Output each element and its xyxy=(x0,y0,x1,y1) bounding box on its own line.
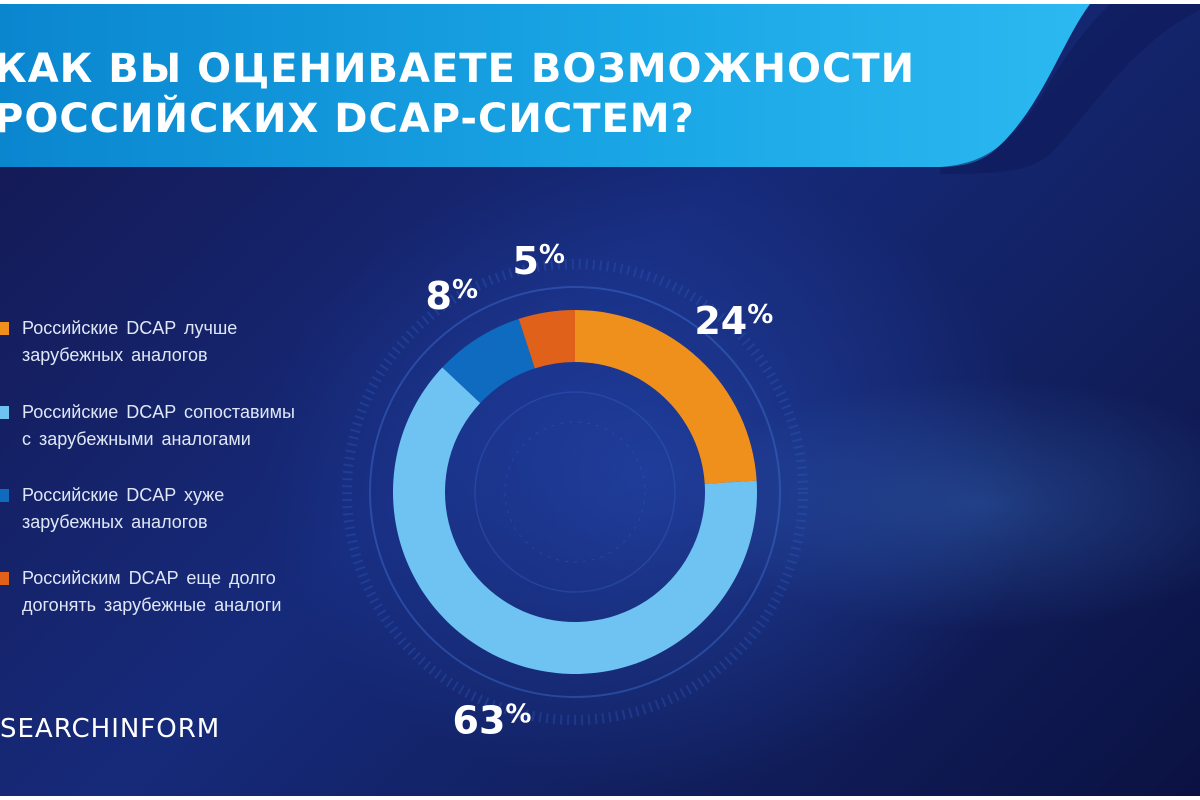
legend-swatch-orange xyxy=(0,322,9,335)
decor-ring-inner xyxy=(474,391,676,593)
brand-logo: SEARCHINFORM xyxy=(0,714,221,744)
legend-label: Российские DCAP сопоставимы с зарубежным… xyxy=(22,399,295,453)
legend-label: Российские DCAP лучше зарубежных аналого… xyxy=(22,315,237,369)
slice-label-catching-up: 5% xyxy=(512,238,565,282)
legend-label-line-1: Российские DCAP лучше xyxy=(22,318,238,338)
legend-label-line-2: догонять зарубежные аналоги xyxy=(22,595,282,615)
legend-swatch-dark-orange xyxy=(0,572,9,585)
legend-label-line-1: Российские DCAP сопоставимы xyxy=(22,402,295,422)
legend-label-line-1: Российские DCAP хуже xyxy=(22,485,225,505)
page-title-line-1: КАК ВЫ ОЦЕНИВАЕТЕ ВОЗМОЖНОСТИ xyxy=(0,46,916,92)
page-title-line-2: РОССИЙСКИХ DCAP-СИСТЕМ? xyxy=(0,96,695,142)
decor-ring-ticks xyxy=(342,259,808,725)
slice-label-better: 24% xyxy=(694,298,773,342)
decor-ring-outer xyxy=(369,286,781,698)
legend-label-line-2: зарубежных аналогов xyxy=(22,512,208,532)
chart-labels: 24% 63% 8% 5% xyxy=(426,238,774,742)
slice-label-worse: 8% xyxy=(426,273,479,317)
legend-label-line-2: зарубежных аналогов xyxy=(22,345,208,365)
donut-chart: 24% 63% 8% 5% xyxy=(342,238,808,742)
header-band xyxy=(0,4,1200,174)
chart-decorative-rings xyxy=(342,259,808,725)
slice-comparable xyxy=(393,367,757,674)
legend-swatch-blue xyxy=(0,489,9,502)
legend-swatch-light-blue xyxy=(0,406,9,419)
slice-worse xyxy=(442,318,535,404)
legend-label-line-1: Российским DCAP еще долго xyxy=(22,568,276,588)
slice-catching-up xyxy=(518,310,575,369)
chart-slices xyxy=(393,310,757,674)
decor-ring-core xyxy=(504,421,646,563)
legend-label: Российские DCAP хуже зарубежных аналогов xyxy=(22,482,224,536)
legend-label-line-2: с зарубежными аналогами xyxy=(22,429,251,449)
legend-label: Российским DCAP еще долго догонять заруб… xyxy=(22,565,281,619)
slice-label-comparable: 63% xyxy=(453,698,532,742)
infographic-panel: КАК ВЫ ОЦЕНИВАЕТЕ ВОЗМОЖНОСТИ РОССИЙСКИХ… xyxy=(0,4,1200,796)
slice-better xyxy=(575,310,757,484)
